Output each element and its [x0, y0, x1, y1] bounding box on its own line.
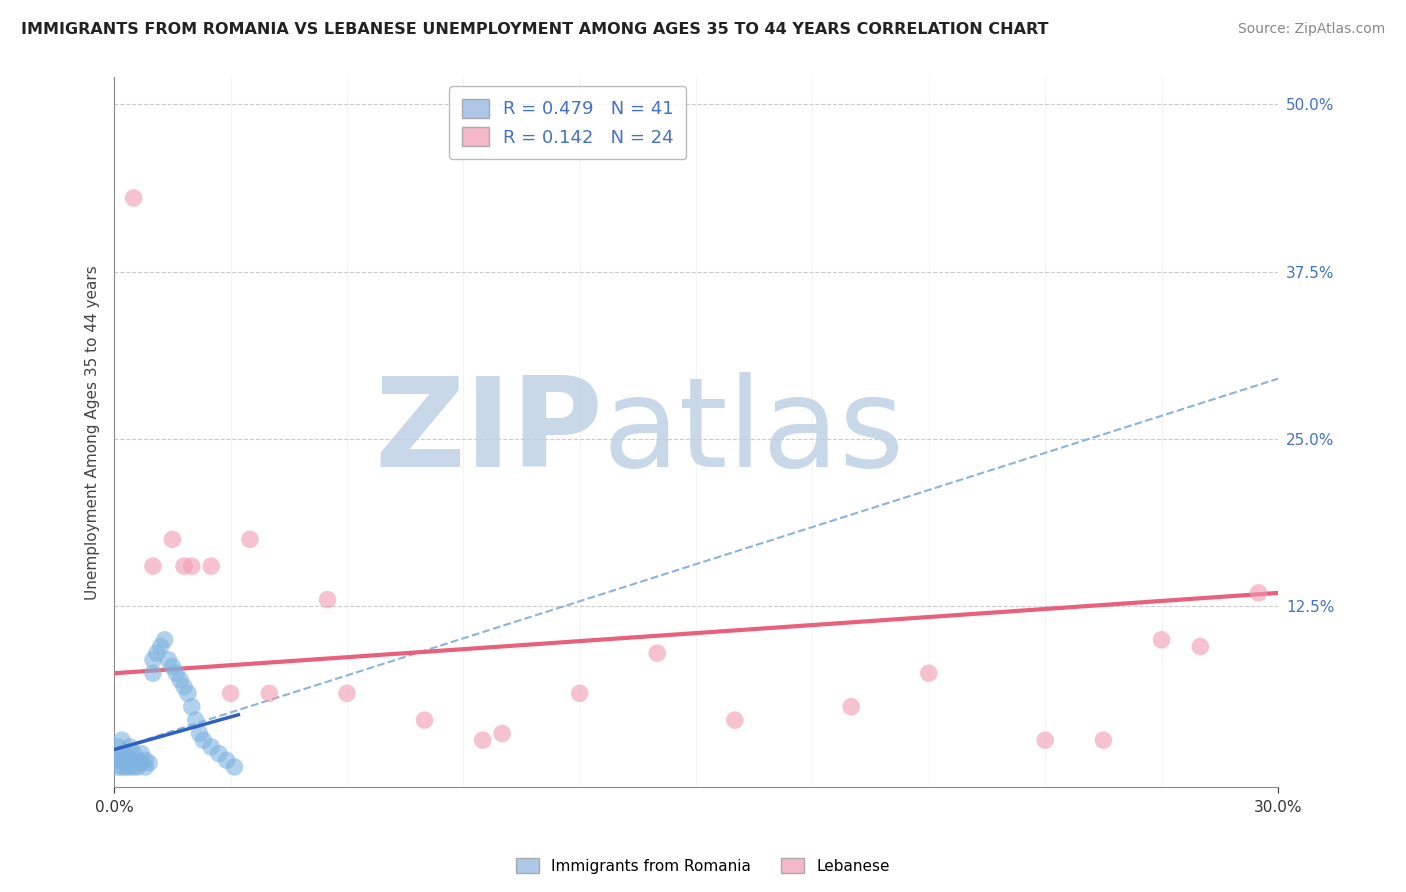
Text: IMMIGRANTS FROM ROMANIA VS LEBANESE UNEMPLOYMENT AMONG AGES 35 TO 44 YEARS CORRE: IMMIGRANTS FROM ROMANIA VS LEBANESE UNEM…	[21, 22, 1049, 37]
Point	[162, 533, 184, 547]
Point	[219, 686, 242, 700]
Point	[142, 559, 165, 574]
Point	[153, 632, 176, 647]
Point	[118, 760, 141, 774]
Point	[215, 753, 238, 767]
Point	[111, 760, 134, 774]
Point	[208, 747, 231, 761]
Point	[114, 747, 136, 761]
Point	[131, 747, 153, 761]
Text: Source: ZipAtlas.com: Source: ZipAtlas.com	[1237, 22, 1385, 37]
Point	[122, 191, 145, 205]
Point	[122, 747, 145, 761]
Point	[200, 739, 222, 754]
Point	[157, 653, 180, 667]
Point	[173, 680, 195, 694]
Point	[1092, 733, 1115, 747]
Point	[111, 747, 134, 761]
Point	[177, 686, 200, 700]
Point	[165, 666, 187, 681]
Y-axis label: Unemployment Among Ages 35 to 44 years: Unemployment Among Ages 35 to 44 years	[86, 265, 100, 599]
Point	[107, 760, 129, 774]
Point	[184, 713, 207, 727]
Point	[180, 559, 202, 574]
Point	[134, 760, 156, 774]
Point	[645, 646, 668, 660]
Point	[107, 753, 129, 767]
Point	[180, 699, 202, 714]
Point	[114, 756, 136, 770]
Point	[918, 666, 941, 681]
Point	[146, 646, 169, 660]
Point	[111, 753, 134, 767]
Point	[724, 713, 747, 727]
Point	[193, 733, 215, 747]
Point	[114, 760, 136, 774]
Point	[1033, 733, 1056, 747]
Point	[122, 760, 145, 774]
Point	[169, 673, 191, 687]
Point	[336, 686, 359, 700]
Point	[1247, 586, 1270, 600]
Point	[471, 733, 494, 747]
Point	[1189, 640, 1212, 654]
Point	[413, 713, 436, 727]
Point	[138, 756, 160, 770]
Point	[118, 753, 141, 767]
Point	[224, 760, 246, 774]
Point	[134, 753, 156, 767]
Text: ZIP: ZIP	[374, 372, 603, 492]
Point	[149, 640, 172, 654]
Point	[162, 659, 184, 673]
Point	[173, 559, 195, 574]
Point	[111, 733, 134, 747]
Point	[491, 726, 513, 740]
Point	[127, 760, 149, 774]
Point	[127, 753, 149, 767]
Point	[259, 686, 281, 700]
Text: atlas: atlas	[603, 372, 905, 492]
Point	[188, 726, 211, 740]
Point	[118, 739, 141, 754]
Point	[142, 666, 165, 681]
Point	[142, 653, 165, 667]
Point	[316, 592, 339, 607]
Point	[200, 559, 222, 574]
Legend: Immigrants from Romania, Lebanese: Immigrants from Romania, Lebanese	[510, 852, 896, 880]
Point	[239, 533, 262, 547]
Point	[568, 686, 591, 700]
Legend: R = 0.479   N = 41, R = 0.142   N = 24: R = 0.479 N = 41, R = 0.142 N = 24	[449, 87, 686, 160]
Point	[1150, 632, 1173, 647]
Point	[839, 699, 862, 714]
Point	[131, 756, 153, 770]
Point	[107, 739, 129, 754]
